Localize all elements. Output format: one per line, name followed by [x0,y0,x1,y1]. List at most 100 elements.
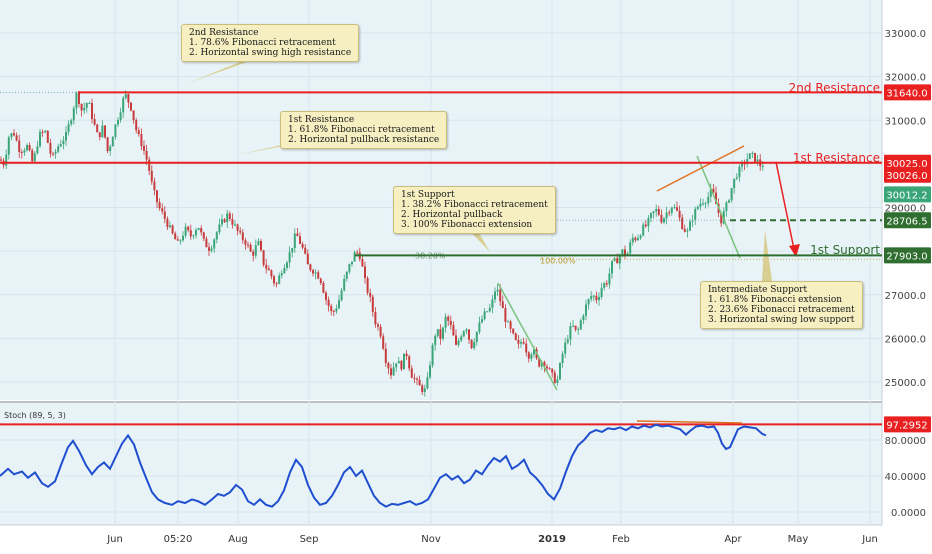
candle-body [491,299,494,308]
candle-body [226,213,229,223]
candle-body [101,125,104,138]
time-tick-label: May [788,534,809,545]
candle-body [236,224,239,231]
candle-body [345,271,348,279]
candle-body [738,166,741,178]
candle-body [49,142,52,154]
candle-body [720,213,723,224]
candle-body [507,321,509,323]
candle-body [517,339,520,344]
candle-body [665,212,668,219]
candle-body [384,348,387,364]
stoch-tag-97-bg [884,416,931,433]
divergence-trendline-price [656,145,745,192]
candle-body [741,163,743,167]
candle-body [600,287,603,298]
candle-body [748,153,751,160]
candle-body [689,221,691,231]
candle-body [728,200,730,203]
note-line: 2. 23.6% Fibonacci retracement [708,305,855,315]
candle-body [746,159,749,164]
candle-body [712,188,715,193]
candle-body [735,177,738,179]
time-tick-label: Sep [300,534,319,545]
stoch-line [0,423,767,508]
candle-body [104,125,106,138]
candle-body [616,258,619,264]
candle-body [72,108,75,121]
candle-body [189,230,192,237]
candle-body [553,372,556,383]
note-2nd-resistance[interactable]: 2nd Resistance 1. 78.6% Fibonacci retrac… [181,24,360,62]
stoch-tag-97: 97.2952 [886,420,927,431]
candle-body [179,240,182,242]
candle-body [564,342,567,354]
candle-body [702,203,704,205]
candle-body [530,354,533,359]
candle-body [65,131,67,141]
candle-body [221,219,223,225]
candle-body [548,368,551,370]
price-tag-28706: 28706.5 [886,216,927,227]
projection-arrow [775,161,796,255]
candle-body [423,388,426,392]
candle-body [514,333,517,340]
candle-body [525,343,528,353]
candle-body [239,230,242,233]
stoch-pane-bg [0,403,882,525]
candle-body [436,329,439,336]
candle-body [39,131,41,147]
candle-body [262,250,265,265]
price-tick-label: 31000.0 [885,116,926,127]
candle-body [148,159,151,171]
candle-body [629,242,632,254]
stoch-tick-label: 80.0000 [885,436,926,447]
candle-body [0,159,2,161]
note-intermediate-support[interactable]: Intermediate Support 1. 61.8% Fibonacci … [700,281,863,329]
candle-body [540,362,543,367]
candle-body [647,218,650,227]
note-1st-support[interactable]: 1st Support 1. 38.2% Fibonacci retraceme… [393,186,556,234]
note-1st-resistance[interactable]: 1st Resistance 1. 61.8% Fibonacci retrac… [280,111,448,149]
candle-body [369,292,372,297]
candle-body [582,315,585,321]
candle-body [460,336,463,341]
candle-body [694,208,697,221]
candle-body [54,151,57,154]
candle-body [704,203,707,205]
candle-body [202,232,205,239]
candle-body [611,260,613,274]
time-axis: Jun 05:20 Aug Sep Nov 2019 Feb Apr May Jun [106,534,878,545]
support1-label: 1st Support [810,243,880,257]
candle-body [522,342,525,344]
candle-body [10,133,13,138]
candle-body [83,107,86,111]
candle-body [686,230,689,232]
candle-body [608,273,611,285]
candle-body [426,377,429,389]
candle-body [293,233,296,249]
candle-body [652,211,655,213]
candle-body [137,130,140,135]
candle-body [98,132,101,138]
candle-body [434,335,437,346]
candle-body [462,331,465,337]
price-tag-28706-bg [884,212,931,229]
projection-arrowhead [789,244,800,257]
time-tick-label: Nov [421,534,441,545]
stochastic-oscillator [0,420,882,508]
candle-body [621,249,624,256]
candle-body [231,219,234,225]
candle-body [631,237,634,243]
time-tick-label: 2019 [538,534,566,545]
candle-body [395,363,398,368]
candle-body [754,152,756,162]
candle-body [429,365,431,378]
candle-body [374,312,377,325]
candle-body [618,255,621,264]
candle-body [371,296,374,313]
stoch-tick-label: 40.0000 [885,472,926,483]
time-tick-label: 05:20 [164,534,193,545]
